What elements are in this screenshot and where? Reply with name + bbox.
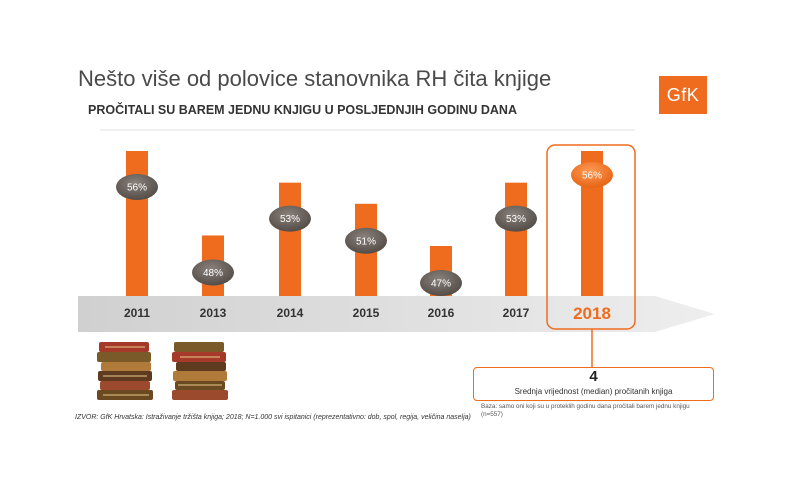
data-bubble-2017 xyxy=(495,205,537,232)
data-bubble-2011 xyxy=(116,174,158,200)
data-bubble-2015 xyxy=(345,227,387,254)
data-bubble-2013 xyxy=(192,259,234,286)
bar-2014 xyxy=(279,182,301,305)
data-label-2015: 51% xyxy=(356,236,376,247)
tick-label-2018: 2018 xyxy=(573,304,611,323)
data-label-2014: 53% xyxy=(280,214,300,225)
bar-2018 xyxy=(581,151,603,305)
tick-label-2017: 2017 xyxy=(503,306,530,320)
page-subtitle: PROČITALI SU BAREM JEDNU KNJIGU U POSLJE… xyxy=(88,103,517,117)
source-note: IZVOR: GfK Hrvatska: Istraživanje tržišt… xyxy=(75,414,471,421)
book-stack-icon xyxy=(172,342,228,400)
year-axis-band xyxy=(78,296,715,332)
data-label-2016: 47% xyxy=(431,279,451,290)
data-bubble-2016 xyxy=(420,270,462,296)
data-bubble-2018 xyxy=(571,162,613,188)
median-box: 4 Srednja vrijednost (median) pročitanih… xyxy=(473,367,714,401)
bar-2015 xyxy=(355,203,377,305)
median-label: Srednja vrijednost (median) pročitanih k… xyxy=(514,387,673,396)
tick-label-2011: 2011 xyxy=(124,306,150,320)
data-bubble-2014 xyxy=(269,205,311,232)
data-label-2018: 56% xyxy=(582,171,602,182)
tick-label-2016: 2016 xyxy=(428,306,455,320)
tick-label-2013: 2013 xyxy=(200,306,227,320)
tick-label-2014: 2014 xyxy=(277,306,304,320)
data-label-2017: 53% xyxy=(506,214,526,225)
bar-2017 xyxy=(505,182,527,305)
data-label-2011: 56% xyxy=(127,183,147,194)
book-stack-icon xyxy=(97,342,153,400)
highlight-frame xyxy=(546,144,636,330)
tick-label-2015: 2015 xyxy=(353,306,380,320)
data-label-2013: 48% xyxy=(203,268,223,279)
median-value: 4 xyxy=(589,368,598,385)
page-title: Nešto više od polovice stanovnika RH čit… xyxy=(78,66,552,91)
base-note: Baza: samo oni koji su u proteklih godin… xyxy=(481,403,690,418)
gfk-logo: GfK xyxy=(659,76,707,114)
